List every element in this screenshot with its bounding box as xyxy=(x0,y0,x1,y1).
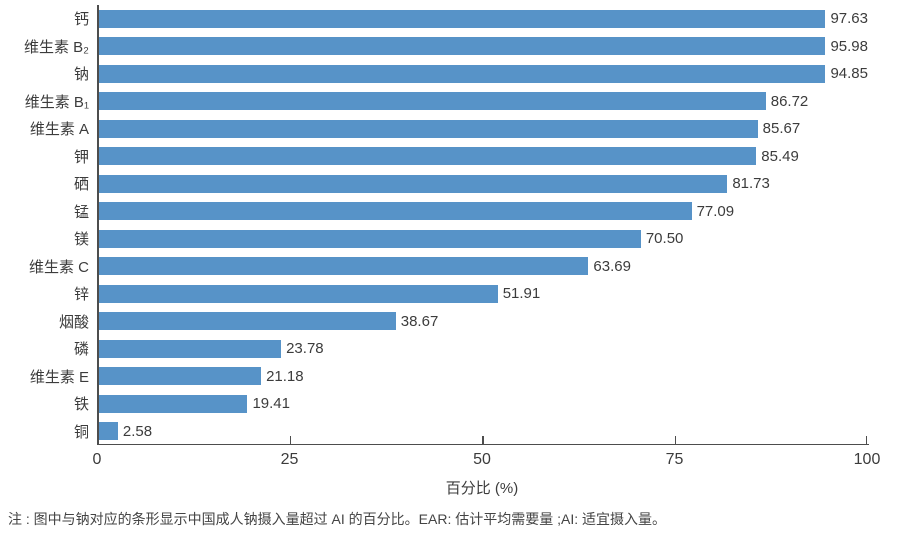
bar xyxy=(98,92,766,111)
x-axis-line xyxy=(97,443,869,445)
bar-cell: 21.18 xyxy=(98,363,868,391)
value-label: 51.91 xyxy=(502,285,541,303)
bar xyxy=(98,367,262,386)
value-label: 95.98 xyxy=(830,37,868,55)
bar-cell: 86.72 xyxy=(98,88,868,116)
bar xyxy=(98,9,826,28)
bar-cell: 70.50 xyxy=(98,225,868,253)
bar xyxy=(98,422,118,441)
value-label: 81.73 xyxy=(732,175,770,193)
x-axis-tick xyxy=(289,435,291,444)
bar-cell: 97.63 xyxy=(98,5,868,33)
bar xyxy=(98,284,498,303)
bar-row: 维生素 A 85.67 xyxy=(0,115,908,143)
category-label: 烟酸 xyxy=(58,313,89,331)
category-label: 维生素 B₁ xyxy=(24,93,89,111)
bar-row: 磷 23.78 xyxy=(0,335,908,363)
bar-cell: 95.98 xyxy=(98,33,868,61)
category-label: 铜 xyxy=(73,423,89,441)
bar xyxy=(98,147,757,166)
value-label: 63.69 xyxy=(593,257,631,275)
value-label: 38.67 xyxy=(400,312,439,330)
bar-cell: 85.67 xyxy=(98,115,868,143)
category-label: 镁 xyxy=(73,231,89,249)
value-label: 23.78 xyxy=(286,340,324,358)
bar-row: 维生素 E 21.18 xyxy=(0,363,908,391)
category-label: 维生素 A xyxy=(29,121,89,139)
x-axis-tick xyxy=(865,435,867,444)
bar-cell: 23.78 xyxy=(98,335,868,363)
bar-row: 铜 2.58 xyxy=(0,418,908,446)
bar-cell: 85.49 xyxy=(98,143,868,171)
value-label: 85.49 xyxy=(761,147,799,165)
bar-row: 钠 94.85 xyxy=(0,60,908,88)
bar-cell: 63.69 xyxy=(98,253,868,281)
category-label: 铁 xyxy=(73,396,89,414)
category-label: 锌 xyxy=(73,286,89,304)
category-label: 磷 xyxy=(73,341,89,359)
bar-cell: 38.67 xyxy=(98,308,868,336)
category-label: 维生素 C xyxy=(28,258,89,276)
x-axis-tick-label: 50 xyxy=(473,451,491,468)
bar-row: 维生素 C 63.69 xyxy=(0,253,908,281)
x-axis-title: 百分比 (%) xyxy=(445,480,519,497)
bar xyxy=(98,339,282,358)
bar-row: 维生素 B₂ 95.98 xyxy=(0,33,908,61)
value-label: 70.50 xyxy=(645,230,684,248)
bar-cell: 94.85 xyxy=(98,60,868,88)
x-axis-tick-label: 75 xyxy=(665,451,684,468)
bar xyxy=(98,202,692,221)
value-label: 2.58 xyxy=(122,422,153,440)
bar-row: 镁 70.50 xyxy=(0,225,908,253)
category-label: 维生素 B₂ xyxy=(24,38,89,56)
value-label: 86.72 xyxy=(770,92,809,110)
value-label: 21.18 xyxy=(266,367,304,385)
bar-cell: 51.91 xyxy=(98,280,868,308)
bar xyxy=(98,312,396,331)
x-axis-tick xyxy=(674,435,676,444)
bar-cell: 19.41 xyxy=(98,390,868,418)
bar-row: 烟酸 38.67 xyxy=(0,308,908,336)
x-axis-tick-label: 25 xyxy=(280,451,299,468)
category-label: 钙 xyxy=(73,11,89,29)
bar xyxy=(98,64,826,83)
bar xyxy=(98,394,248,413)
bar-row: 铁 19.41 xyxy=(0,390,908,418)
x-axis-tick-labels: 0 25 50 75 100 xyxy=(93,451,881,471)
category-label: 钾 xyxy=(73,148,89,166)
bar-row: 维生素 B₁ 86.72 xyxy=(0,88,908,116)
value-label: 77.09 xyxy=(696,202,735,220)
value-label: 94.85 xyxy=(830,65,868,83)
value-label: 97.63 xyxy=(830,10,868,28)
bar-row: 硒 81.73 xyxy=(0,170,908,198)
bar-row: 锰 77.09 xyxy=(0,198,908,226)
bar-cell: 77.09 xyxy=(98,198,868,226)
x-axis-tick-label: 100 xyxy=(853,451,881,468)
bar xyxy=(98,257,589,276)
category-label: 维生素 E xyxy=(29,368,89,386)
category-label: 硒 xyxy=(73,176,89,194)
bar xyxy=(98,229,641,248)
bar-row: 钾 85.49 xyxy=(0,143,908,171)
category-label: 锰 xyxy=(73,203,89,221)
y-axis-line xyxy=(97,5,99,445)
x-axis-tick-label: 0 xyxy=(92,451,102,468)
x-axis-tick xyxy=(482,435,484,444)
bar xyxy=(98,37,826,56)
value-label: 85.67 xyxy=(762,120,801,138)
bar-row: 钙 97.63 xyxy=(0,5,908,33)
bar-rows: 钙 97.63 维生素 B₂ 95.98 钠 94.85 维生素 B₁ 86.72 维生素 A 8… xyxy=(0,5,908,445)
footnote: 注 : 图中与钠对应的条形显示中国成人钠摄入量超过 AI 的百分比。EAR: 估… xyxy=(8,511,667,527)
bar-cell: 2.58 xyxy=(98,418,868,446)
bar-row: 锌 51.91 xyxy=(0,280,908,308)
value-label: 19.41 xyxy=(252,395,290,413)
bar xyxy=(98,119,758,138)
bar-cell: 81.73 xyxy=(98,170,868,198)
category-label: 钠 xyxy=(73,66,89,84)
bar xyxy=(98,174,728,193)
